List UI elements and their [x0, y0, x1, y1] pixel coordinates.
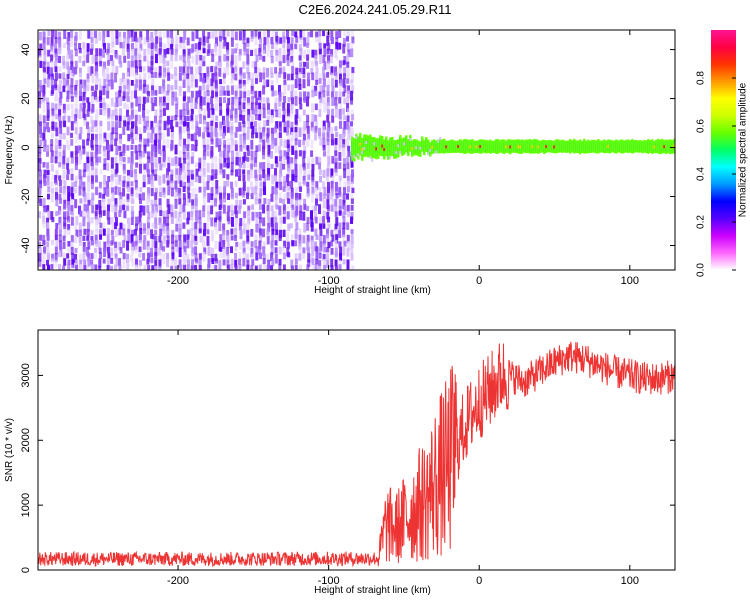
spectrogram-xtick-label: 100: [621, 275, 639, 287]
colorbar-tick-label: 0.0: [696, 263, 707, 277]
spectrogram-ytick-label: 20: [20, 92, 32, 104]
spectrogram-xtick-label: -200: [167, 275, 189, 287]
spectrogram-xtick-label: 0: [476, 275, 482, 287]
snr-ytick-label: 1000: [20, 493, 32, 517]
colorbar: 0.0 0.2 0.4 0.6 0.8 Normalized spectral ampli…: [696, 30, 749, 277]
colorbar-tick-label: 0.8: [696, 71, 707, 85]
colorbar-tick-label: 0.2: [696, 215, 707, 229]
snr-frame: [37, 329, 676, 571]
spectrogram-ytick-label: 40: [20, 43, 32, 55]
colorbar-tick-label: 0.4: [696, 167, 707, 181]
colorbar-tick-label: 0.6: [696, 119, 707, 133]
spectrogram-cells: [38, 30, 675, 270]
spectrogram-xlabel: Height of straight line (km): [314, 285, 431, 296]
spectrogram-ytick-label: -20: [20, 189, 32, 205]
snr-ytick-label: 3000: [20, 363, 32, 387]
snr-xtick-label: -100: [318, 575, 340, 587]
snr-xtick-label: -200: [167, 575, 189, 587]
snr-ytick-label: 0: [20, 567, 32, 573]
spectrogram-ytick-label: 0: [20, 144, 32, 150]
snr-ytick-label: 2000: [20, 428, 32, 452]
spectrogram-ylabel: Frequency (Hz): [4, 116, 15, 185]
snr-ylabel: SNR (10 * v/v): [4, 418, 15, 482]
spectrogram-frame: [37, 29, 676, 271]
page-title: C2E6.2024.241.05.29.R11: [298, 2, 452, 17]
colorbar-label: Normalized spectral amplitude: [738, 82, 749, 217]
colorbar-gradient: [711, 30, 736, 270]
snr-xtick-label: 0: [476, 575, 482, 587]
snr-xtick-label: 100: [621, 575, 639, 587]
snr-xlabel: Height of straight line (km): [314, 585, 431, 596]
spectrogram-ytick-label: -40: [20, 238, 32, 254]
spectrogram-xtick-label: -100: [318, 275, 340, 287]
snr-series-line: [38, 341, 675, 568]
